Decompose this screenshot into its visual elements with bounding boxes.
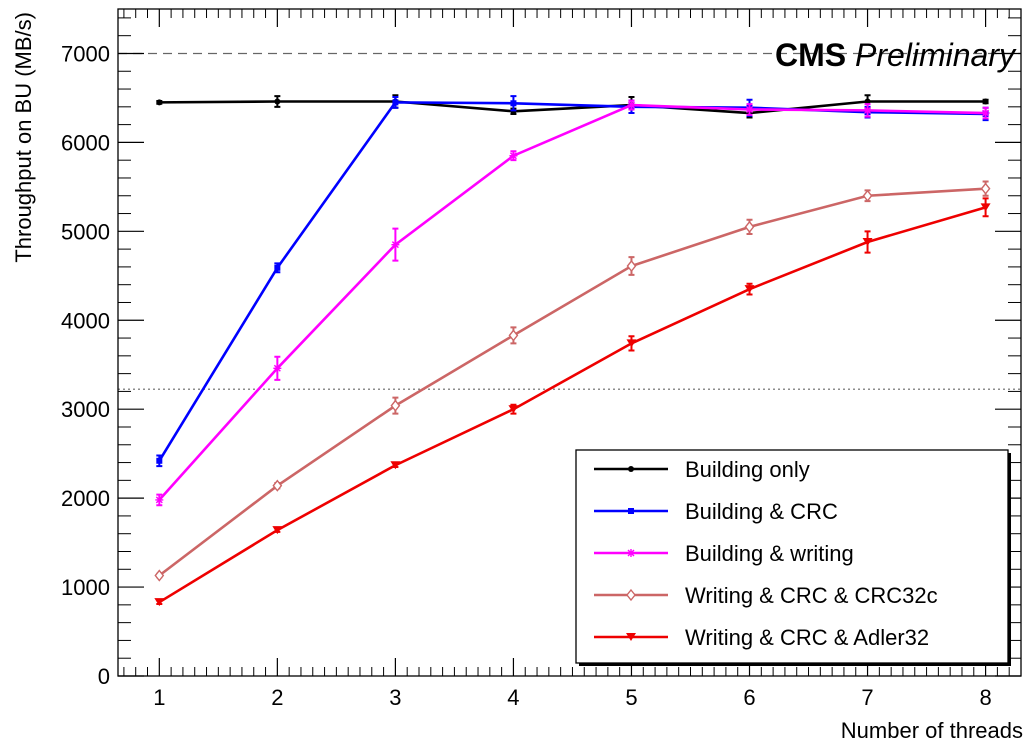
x-tick-label: 7 [861,685,873,710]
data-point [508,405,519,414]
y-tick-label: 7000 [61,41,110,66]
legend-label: Building & writing [685,541,854,566]
data-point [626,259,637,273]
data-point [744,285,755,294]
y-axis-label: Throughput on BU (MB/s) [11,12,36,263]
series-line [159,100,986,115]
data-point [509,151,518,160]
data-point [863,106,872,115]
data-point [156,457,163,464]
legend-box [575,449,1009,664]
data-point [390,399,401,412]
chart-title: CMS Preliminary [775,37,1017,73]
data-point [980,182,991,195]
series-line [158,206,986,604]
series-line [158,103,986,501]
legend-entry: Building only [594,457,810,482]
legend-marker [627,549,635,557]
y-tick-label: 3000 [61,397,110,422]
legend-marker [628,466,634,472]
data-point [982,98,989,105]
data-point [154,569,165,582]
data-point [390,461,401,470]
data-point [392,99,399,106]
y-tick-label: 1000 [61,575,110,600]
legend-label: Building only [685,457,810,482]
data-point [626,339,637,348]
y-tick-label: 5000 [61,219,110,244]
legend-entry: Building & CRC [594,499,838,524]
x-tick-label: 8 [979,685,991,710]
legend-entry: Writing & CRC & Adler32 [594,625,929,650]
series-1 [156,94,989,119]
data-point [510,100,517,107]
data-point [272,479,283,492]
chart-title-italic: Preliminary [855,37,1017,73]
chart-title-bold: CMS [775,37,846,73]
data-point [156,99,163,106]
data-point [274,98,281,105]
series-line [158,187,986,577]
data-point [745,105,754,114]
data-point [508,329,519,342]
data-point [862,189,873,202]
data-point [154,598,165,607]
legend: Building only Building & CRC Building & wr… [575,449,1011,666]
legend-marker [626,633,636,641]
legend-entry: Building & writing [594,541,854,566]
data-point [981,109,990,118]
legend-shadow [579,663,1011,666]
data-point [391,240,400,249]
y-tick-label: 2000 [61,486,110,511]
legend-marker [626,588,636,602]
series-2 [156,95,989,468]
data-point [274,264,281,271]
x-tick-label: 1 [153,685,165,710]
legend-label: Writing & CRC & CRC32c [685,583,938,608]
x-tick-label: 2 [271,685,283,710]
data-point [864,98,871,105]
data-point [980,203,991,212]
series-4 [154,180,991,582]
plot-frame [117,8,1022,677]
x-tick-label: 4 [507,685,519,710]
x-tick-label: 3 [389,685,401,710]
data-point [273,364,282,373]
y-tick-label: 4000 [61,308,110,333]
y-tick-label: 6000 [61,130,110,155]
x-tick-label: 5 [625,685,637,710]
data-point [272,526,283,535]
legend-label: Building & CRC [685,499,838,524]
legend-shadow [1008,453,1011,666]
y-tick-label: 0 [98,664,110,689]
data-point [627,101,636,110]
legend-label: Writing & CRC & Adler32 [685,625,929,650]
data-point [744,220,755,234]
legend-entry: Writing & CRC & CRC32c [594,583,938,608]
data-point [862,238,873,247]
data-point [155,495,164,504]
x-axis-label: Number of threads [841,718,1023,743]
series-3 [155,99,990,507]
x-tick-label: 6 [743,685,755,710]
series-5 [154,197,991,607]
series-line [158,101,986,462]
legend-marker [628,508,634,514]
